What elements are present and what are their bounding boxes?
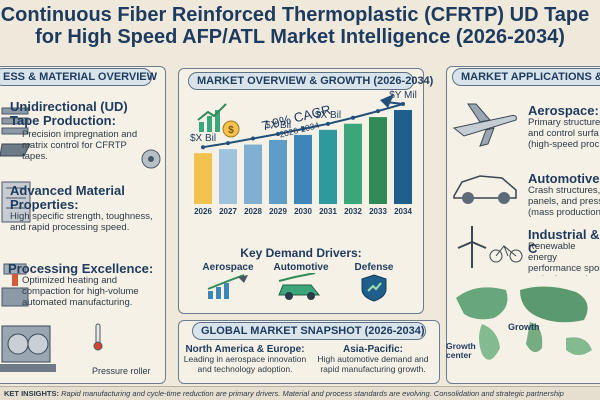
- chart-bar: [244, 144, 262, 204]
- fiber-bundle-icon: [0, 178, 34, 233]
- chart-x-tick-label: 2027: [219, 207, 237, 216]
- defense-shield-icon: [361, 274, 387, 302]
- region-apac-name: Asia-Pacific:: [342, 344, 404, 355]
- roller-machine-icon: [0, 318, 62, 385]
- tape-roll-icon: [0, 100, 34, 165]
- aerospace-trend-icon: [207, 274, 248, 299]
- industrial-heading: Industrial & C: [528, 227, 600, 257]
- chart-bar: [319, 129, 337, 204]
- snapshot-header: GLOBAL MARKET SNAPSHOT (2026-2034): [192, 322, 426, 340]
- market-insights-bar: KET INSIGHTS: Rapid manufacturing and cy…: [0, 386, 600, 400]
- chart-trend-point: [351, 115, 355, 120]
- driver-automotive: Automotive: [266, 262, 336, 306]
- growth-center-label: Growth center: [446, 341, 476, 361]
- aerospace-heading: Aerospace:: [528, 103, 599, 118]
- automotive-heading: Automotive:: [528, 171, 600, 186]
- world-map: [446, 278, 600, 383]
- chart-x-tick-label: 2030: [294, 207, 312, 216]
- automotive-car-icon: [278, 272, 321, 300]
- industrial-desc: Renewable energy performance spor and ad…: [528, 242, 600, 276]
- chart-trend-point: [251, 136, 255, 141]
- chart-data-label: $Y Mil: [389, 90, 417, 101]
- chart-x-tick-label: 2029: [269, 207, 287, 216]
- chart-bar: [369, 117, 387, 204]
- region-na-eu-name: North America & Europe:: [185, 344, 305, 355]
- processing-excellence-heading: Processing Excellence:: [8, 261, 154, 276]
- automotive-desc: Crash structures, panels, and press (mas…: [528, 186, 600, 218]
- svg-text:$: $: [228, 125, 234, 136]
- airplane-icon: [450, 98, 522, 155]
- chart-bar: [294, 134, 312, 204]
- growth-chart-icon: [196, 102, 230, 141]
- ud-tape-heading: Unidirectional (UD) Tape Production:: [10, 99, 128, 129]
- chart-trend-point: [401, 102, 405, 106]
- chart-data-label: $X Bil: [265, 120, 291, 131]
- chart-x-tick-label: 2026: [194, 207, 212, 216]
- chart-x-tick-label: 2032: [344, 207, 362, 216]
- driver-aerospace-label: Aerospace: [202, 262, 254, 273]
- growth-label: Growth: [508, 322, 540, 332]
- driver-automotive-label: Automotive: [273, 262, 329, 273]
- insights-text: Rapid manufacturing and cycle-time reduc…: [61, 389, 564, 398]
- chart-data-label: $X Bil: [315, 110, 341, 121]
- title-line-2: for High Speed AFP/ATL Market Intelligen…: [35, 26, 565, 48]
- drivers-title: Key Demand Drivers:: [240, 246, 362, 260]
- growth-arrow-head: [380, 94, 394, 108]
- region-apac-desc: High automotive demand and rapid manufac…: [317, 354, 429, 374]
- processing-excellence-desc: Optimized heating and compaction for hig…: [22, 275, 139, 308]
- chart-trend-point: [276, 131, 280, 136]
- center-panel-header: MARKET OVERVIEW & GROWTH (2026-2034): [188, 72, 433, 90]
- chart-x-tick-label: 2031: [319, 207, 337, 216]
- material-properties-desc: High specific strength, toughness, and r…: [10, 211, 153, 233]
- chart-bar: [194, 153, 212, 204]
- car-frame-icon: [450, 168, 522, 213]
- left-panel-header: ESS & MATERIAL OVERVIEW: [0, 68, 157, 86]
- thermometer-icon: [92, 322, 104, 357]
- coin-icon: $: [222, 120, 240, 143]
- insights-label: KET INSIGHTS:: [4, 389, 60, 398]
- region-na-eu-desc: Leading in aerospace innovation and tech…: [183, 354, 307, 374]
- bicycle-icon: [488, 242, 524, 269]
- wind-turbine-icon: [452, 226, 492, 275]
- title-line-1: Continuous Fiber Reinforced Thermoplasti…: [0, 4, 590, 26]
- driver-defense-label: Defense: [354, 262, 394, 273]
- aerospace-desc: Primary structure and control surfa (hig…: [528, 118, 600, 150]
- ud-tape-desc: Precision impregnation and matrix contro…: [22, 129, 138, 162]
- driver-aerospace: Aerospace: [196, 262, 260, 306]
- chart-x-tick-label: 2034: [394, 207, 412, 216]
- chart-bar: [394, 110, 412, 204]
- chart-trend-point: [376, 109, 380, 114]
- chart-data-label: $X Bil: [190, 133, 216, 144]
- chart-x-tick-label: 2033: [369, 207, 387, 216]
- material-properties-heading: Advanced Material Properties:: [10, 183, 125, 213]
- spool-icon: [140, 148, 162, 175]
- region-north-america-europe: North America & Europe: Leading in aeros…: [180, 344, 310, 375]
- chart-trend-point: [326, 121, 330, 126]
- chart-trend-point: [301, 126, 305, 131]
- press-machine-icon: [0, 262, 30, 315]
- pressure-roller-label: Pressure roller: [92, 366, 151, 376]
- chart-bar: [344, 123, 362, 204]
- chart-bar: [219, 149, 237, 204]
- chart-trend-point: [226, 141, 230, 146]
- driver-defense: Defense: [344, 262, 404, 308]
- page-title: Continuous Fiber Reinforced Thermoplasti…: [0, 4, 600, 48]
- region-asia-pacific: Asia-Pacific: High automotive demand and…: [308, 344, 438, 375]
- right-panel: [446, 66, 600, 384]
- chart-trend-line: [202, 101, 404, 149]
- chart-bar: [269, 139, 287, 204]
- right-panel-header: MARKET APPLICATIONS & US: [452, 68, 600, 86]
- growth-chart: 2026 2027 2028 2029 2030 2031 2032 2033 2034 $X B…: [190, 90, 417, 216]
- chart-trend-point: [201, 145, 205, 150]
- chart-x-tick-label: 2028: [244, 207, 262, 216]
